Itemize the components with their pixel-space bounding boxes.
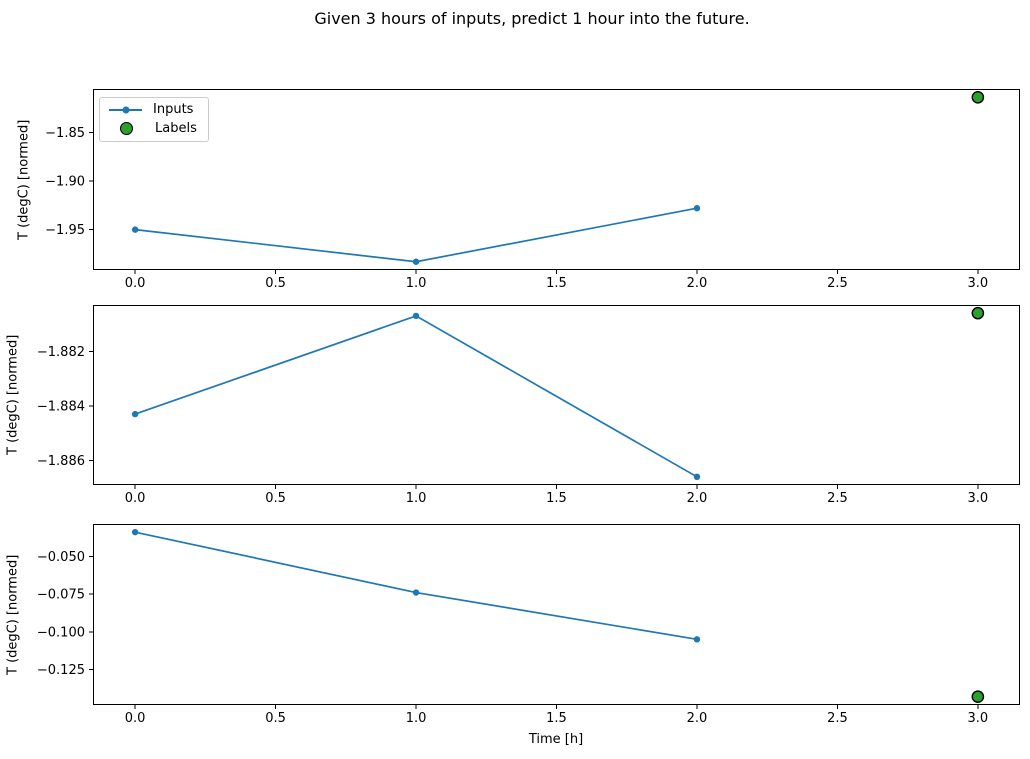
- y-tick-label: −1.85: [45, 126, 85, 141]
- y-tick-label: −1.886: [37, 454, 85, 469]
- x-tick-label: 1.0: [406, 276, 427, 291]
- x-axis-ticks: 0.0 0.5 1.0 1.5 2.0 2.5 3.0: [125, 485, 988, 506]
- labels-series: [971, 306, 985, 320]
- inputs-line-sample-icon: [109, 106, 142, 113]
- legend: Inputs Labels: [99, 97, 209, 142]
- x-tick-label: 1.0: [406, 491, 427, 506]
- labels-series: [971, 90, 985, 104]
- legend-item-labels: Labels: [109, 122, 197, 135]
- axes-frame: [93, 89, 1020, 270]
- subplot-3-plot-area: 0.0 0.5 1.0 1.5 2.0 2.5 3.0−0.050−0.075−0.100−…: [37, 524, 1020, 726]
- x-tick-label: 0.5: [265, 276, 286, 291]
- x-tick-label: 0.5: [265, 491, 286, 506]
- y-tick-label: −0.125: [37, 663, 85, 678]
- x-tick-label: 2.5: [827, 491, 848, 506]
- y-tick-label: −0.100: [37, 625, 85, 640]
- figure-title: Given 3 hours of inputs, predict 1 hour …: [314, 9, 750, 28]
- x-tick-label: 0.5: [265, 711, 286, 726]
- y-tick-label: −0.050: [37, 550, 85, 565]
- input-point: [131, 528, 139, 536]
- subplot-1: 0.0 0.5 1.0 1.5 2.0 2.5 3.0 −1.85 −1.90 −1.95 Inp…: [45, 89, 1020, 291]
- input-point: [693, 205, 701, 212]
- y-axis-ticks: −0.050 −0.075 −0.100 −0.125: [37, 550, 93, 678]
- subplot-3-ylabel: T (degC) [normed]: [5, 554, 21, 675]
- legend-label-inputs: Inputs: [153, 102, 194, 117]
- y-tick-label: −1.95: [45, 223, 85, 238]
- input-point: [693, 473, 701, 481]
- x-tick-label: 1.5: [546, 491, 567, 506]
- inputs-series: [131, 205, 701, 265]
- x-axis-label: Time [h]: [528, 732, 584, 747]
- x-axis-ticks: 0.0 0.5 1.0 1.5 2.0 2.5 3.0: [125, 270, 988, 291]
- y-tick-label: −1.882: [37, 345, 85, 360]
- y-axis-ticks: −1.85 −1.90 −1.95: [45, 126, 93, 238]
- subplot-3: 0.0 0.5 1.0 1.5 2.0 2.5 3.0 −0.050 −0.075 −0.100−…: [37, 524, 1020, 726]
- y-axis-ticks: −1.882 −1.884 −1.886: [37, 345, 93, 469]
- input-point: [131, 410, 139, 418]
- x-tick-label: 3.0: [968, 491, 989, 506]
- label-point: [971, 306, 985, 320]
- inputs-series: [131, 312, 701, 481]
- labels-series: [971, 690, 985, 703]
- input-point: [412, 258, 420, 265]
- label-point: [971, 690, 985, 703]
- input-point: [412, 312, 420, 320]
- labels-circle-sample-icon: [120, 122, 133, 135]
- x-tick-label: 2.0: [687, 711, 708, 726]
- axes-frame: [93, 305, 1020, 485]
- x-tick-label: 2.5: [827, 276, 848, 291]
- axes-frame: [93, 524, 1020, 705]
- legend-item-inputs: Inputs: [109, 103, 197, 116]
- x-tick-label: 2.5: [827, 711, 848, 726]
- inputs-marker-icon: [122, 106, 129, 113]
- x-tick-label: 2.0: [687, 491, 708, 506]
- subplot-2-plot-area: 0.0 0.5 1.0 1.5 2.0 2.5 3.0 −1.882 −1.884 −1.886: [37, 305, 1020, 506]
- x-tick-label: 2.0: [687, 276, 708, 291]
- input-point: [693, 636, 701, 643]
- legend-label-labels: Labels: [155, 121, 197, 136]
- x-tick-label: 0.0: [125, 276, 146, 291]
- y-tick-label: −0.075: [37, 588, 85, 603]
- input-point: [412, 589, 420, 596]
- subplot-1-ylabel: T (degC) [normed]: [16, 119, 32, 240]
- y-tick-label: −1.884: [37, 399, 85, 414]
- subplot-2: 0.0 0.5 1.0 1.5 2.0 2.5 3.0 −1.882 −1.884 −1.886: [37, 305, 1020, 506]
- input-point: [131, 226, 139, 233]
- x-tick-label: 1.0: [406, 711, 427, 726]
- label-point: [971, 90, 985, 104]
- y-tick-label: −1.90: [45, 174, 85, 189]
- subplot-2-ylabel: T (degC) [normed]: [5, 334, 21, 456]
- x-tick-label: 0.0: [125, 711, 146, 726]
- subplot-1-plot-area: 0.0 0.5 1.0 1.5 2.0 2.5 3.0 −1.85 −1.90 −1.95: [45, 89, 1020, 291]
- inputs-series: [131, 528, 701, 643]
- x-tick-label: 1.5: [546, 711, 567, 726]
- x-tick-label: 0.0: [125, 491, 146, 506]
- x-tick-label: 3.0: [968, 276, 989, 291]
- x-tick-label: 3.0: [968, 711, 989, 726]
- x-tick-label: 1.5: [546, 276, 567, 291]
- x-axis-ticks: 0.0 0.5 1.0 1.5 2.0 2.5 3.0: [125, 705, 988, 726]
